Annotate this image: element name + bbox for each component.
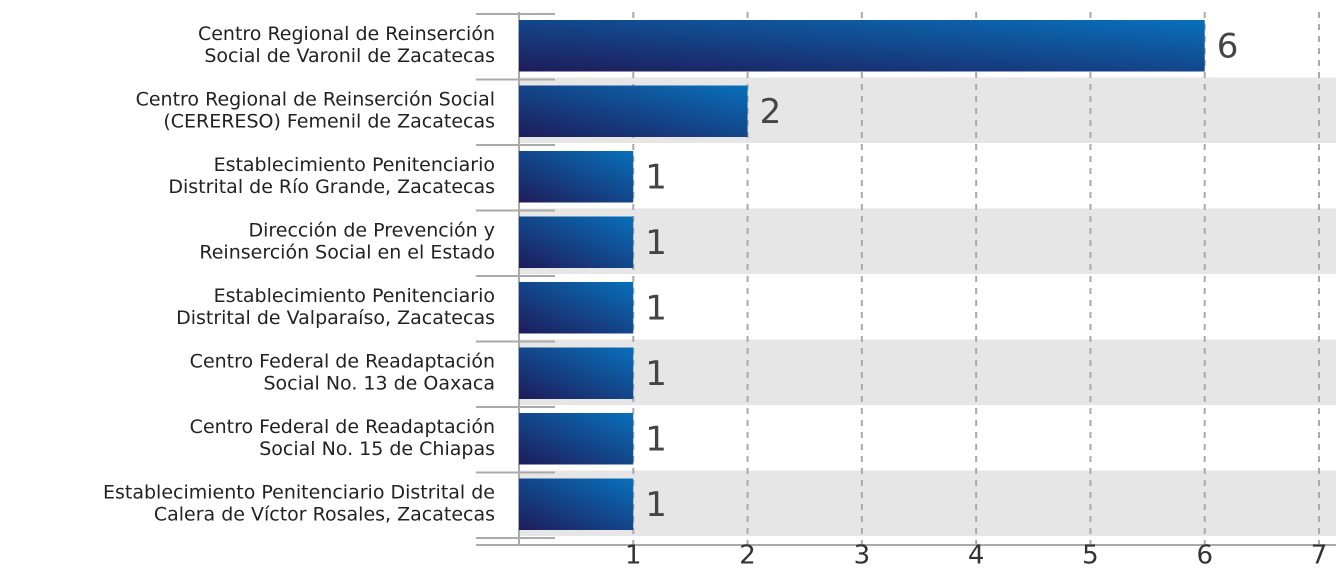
bar [519,85,748,137]
category-line: Establecimiento Penitenciario [214,153,495,175]
value-label: 1 [645,485,667,525]
value-label: 1 [645,223,667,263]
x-tick-label: 3 [854,541,871,568]
value-label: 1 [645,354,667,394]
category-line: Dirección de Prevención y [248,219,495,241]
category-line: Establecimiento Penitenciario Distrital … [103,481,495,503]
category-line: (CERERESO) Femenil de Zacatecas [163,110,495,132]
category-line: Social No. 15 de Chiapas [259,437,495,459]
category-label: Centro Federal de Readaptación Social No.… [190,415,495,459]
category-line: Calera de Víctor Rosales, Zacatecas [154,503,495,525]
row-band [519,208,1336,274]
x-tick-label: 1 [625,541,642,568]
value-label: 6 [1217,26,1239,66]
category-label: Dirección de Prevención y Reinserción Soc… [199,219,495,263]
category-line: Centro Regional de Reinserción [198,22,495,44]
x-tick-label: 5 [1082,541,1099,568]
category-line: Reinserción Social en el Estado [199,241,495,263]
x-tick-label: 7 [1311,541,1328,568]
category-label: Centro Regional de Reinserción Social de … [198,22,495,66]
category-label: Establecimiento Penitenciario Distrital d… [168,153,495,197]
category-label: Centro Regional de Reinserción Social (CE… [136,88,495,132]
x-tick-label: 2 [739,541,756,568]
category-line: Establecimiento Penitenciario [214,284,495,306]
value-label: 1 [645,157,667,197]
bar [519,216,634,268]
category-line: Distrital de Valparaíso, Zacatecas [176,306,495,328]
value-label: 1 [645,419,667,459]
category-line: Centro Federal de Readaptación [190,415,495,437]
x-tick-label: 6 [1196,541,1213,568]
x-tick-label: 4 [968,541,985,568]
category-line: Social de Varonil de Zacatecas [204,44,495,66]
category-label: Establecimiento Penitenciario Distrital d… [176,284,495,328]
category-line: Distrital de Río Grande, Zacatecas [168,175,495,197]
category-line: Centro Regional de Reinserción Social [136,88,495,110]
category-label: Centro Federal de Readaptación Social No.… [190,350,495,394]
bar [519,347,634,399]
bar [519,413,634,465]
value-label: 1 [645,288,667,328]
value-label: 2 [760,92,782,132]
bar [519,151,634,203]
category-label: Establecimiento Penitenciario Distrital … [103,481,495,525]
bar [519,478,634,530]
category-line: Social No. 13 de Oaxaca [263,372,495,394]
row-band [519,470,1336,536]
bar [519,20,1205,72]
row-band [519,339,1336,405]
bar [519,282,634,334]
category-line: Centro Federal de Readaptación [190,350,495,372]
